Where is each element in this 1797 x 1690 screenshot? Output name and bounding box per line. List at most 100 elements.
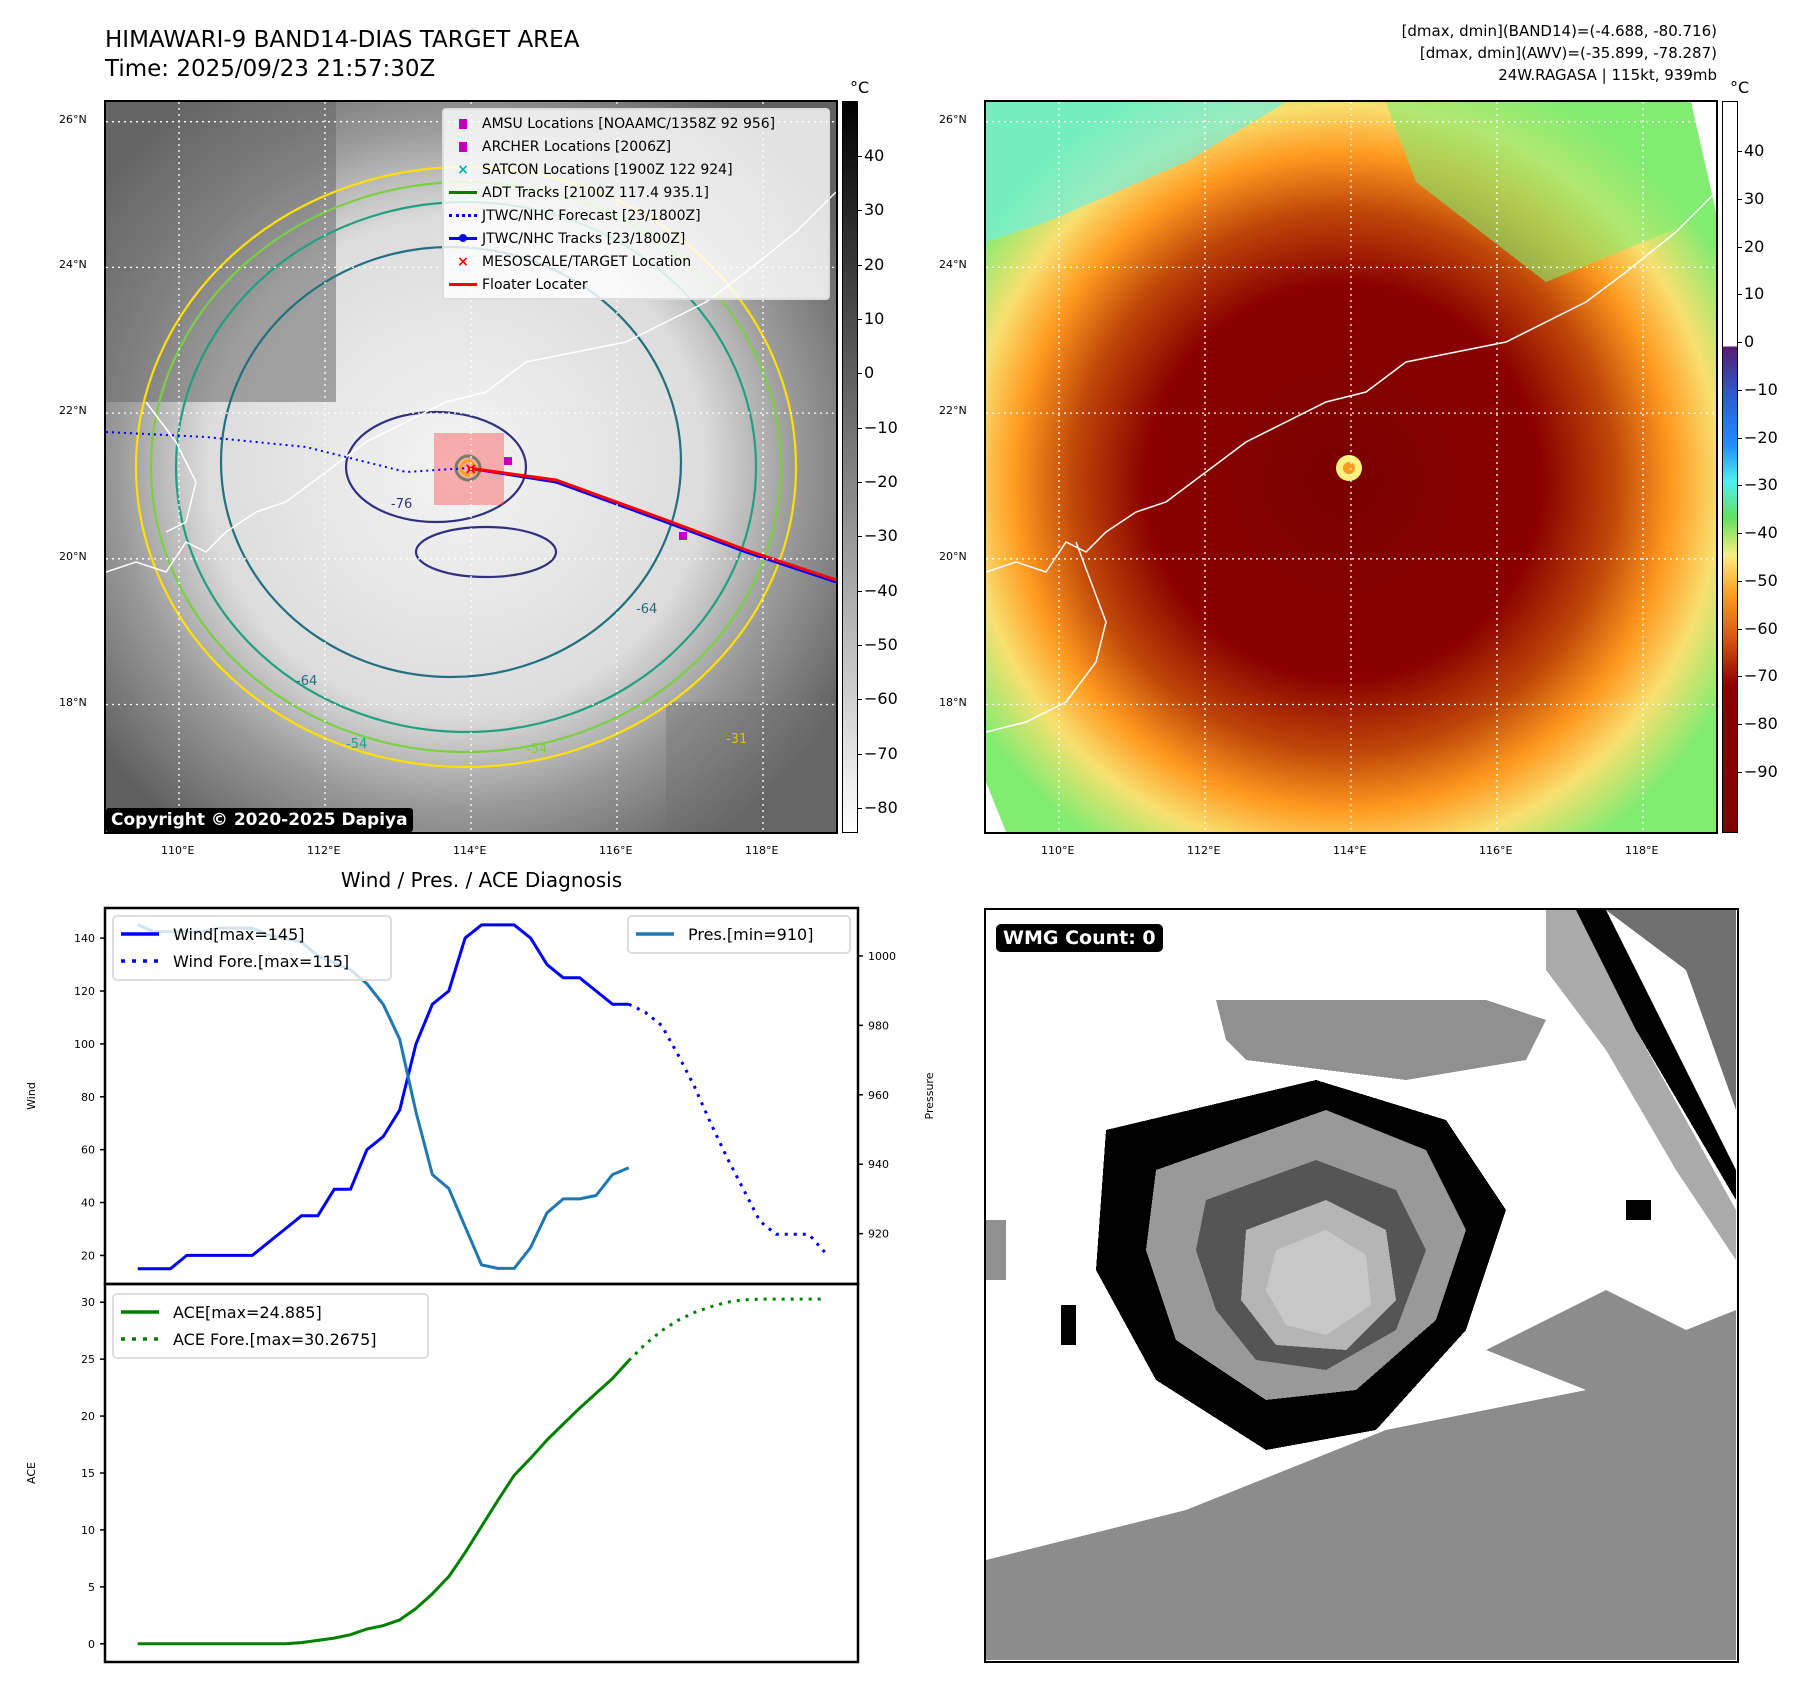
lon-tick-label: 110°E [1041, 844, 1075, 857]
y-tick-label: 25 [81, 1353, 95, 1366]
colorbar-tick-label: −90 [1744, 761, 1778, 781]
wind-pressure-svg: 20 40 60 80 100 120 140 920 940 960 980 1000 Pressur… [25, 906, 936, 1286]
ace-svg: 0 5 10 15 20 25 30 ACE ACE[max=24.885] ACE Fore.[… [25, 1282, 860, 1664]
colorbar-tick-label: −20 [1744, 427, 1778, 447]
series-line-ace [137, 1359, 630, 1646]
y-tick-label: 15 [81, 1467, 95, 1480]
y2-axis-label: Pressure [923, 1072, 936, 1119]
colorbar-tick-label: 40 [864, 145, 885, 165]
colorbar-tick-label: −30 [1744, 475, 1778, 495]
lon-tick-label: 116°E [1479, 844, 1513, 857]
legend-item: ADT Tracks [2100Z 117.4 935.1] [444, 181, 828, 204]
legend-label: Floater Locater [482, 276, 588, 293]
colorbar-tick-label: 20 [864, 254, 885, 274]
colorbar-tick-label: −20 [864, 471, 898, 491]
wmg-panel[interactable]: WMG Count: 0 [984, 908, 1739, 1663]
y-tick-label: 100 [74, 1038, 95, 1051]
contour-label: -76 [391, 497, 413, 512]
legend-label: Wind Fore.[max=115] [173, 952, 349, 971]
lon-tick-label: 110°E [161, 844, 195, 857]
colorbar-tick-label: −30 [864, 526, 898, 546]
lon-tick-label: 112°E [1187, 844, 1221, 857]
colorbar-unit: °C [850, 78, 870, 97]
legend-line-icon [444, 283, 482, 286]
colorbar-tick-label: −80 [864, 798, 898, 817]
colorbar-tick [858, 427, 862, 429]
colorbar-tick-label: −10 [1744, 379, 1778, 399]
colorbar-tick [1738, 342, 1742, 344]
y-tick-label: 20 [81, 1249, 95, 1262]
y-tick-label: 140 [74, 932, 95, 945]
y-axis-label: ACE [25, 1462, 38, 1484]
y-tick-label: 5 [88, 1581, 95, 1594]
legend-dotted-icon [444, 214, 482, 217]
lon-tick-label: 114°E [1333, 844, 1367, 857]
contour-label: -54 [526, 742, 548, 757]
lat-tick-label: 20°N [59, 549, 87, 563]
colorbar-tick [858, 699, 862, 701]
lat-tick-label: 26°N [59, 112, 87, 126]
wmg-imagery [986, 910, 1736, 1660]
ace-chart: 0 5 10 15 20 25 30 ACE ACE[max=24.885] ACE Fore.[… [25, 1282, 860, 1664]
diagnosis-title: Wind / Pres. / ACE Diagnosis [340, 868, 623, 892]
legend-square-icon [444, 141, 482, 152]
y-axis-label: Wind [25, 1082, 38, 1110]
legend-square-icon [444, 118, 482, 129]
y-tick-label: 10 [81, 1524, 95, 1537]
colorbar-tick [1738, 771, 1742, 773]
y2-tick-label: 940 [868, 1158, 889, 1171]
lat-tick-label: 26°N [939, 112, 967, 126]
colorbar-tick-label: −40 [864, 580, 898, 600]
colorbar-tick [1738, 628, 1742, 630]
legend-label: ACE[max=24.885] [173, 1303, 322, 1322]
legend-item: AMSU Locations [NOAAMC/1358Z 92 956] [444, 112, 828, 135]
legend-item: Floater Locater [444, 273, 828, 296]
contour-label: -64 [636, 602, 658, 617]
colorbar-tick-label: 10 [864, 308, 885, 328]
legend-line-dot-icon [444, 234, 482, 242]
lat-tick-label: 24°N [939, 258, 967, 272]
awv-map[interactable] [984, 100, 1718, 834]
y-tick-label: 30 [81, 1296, 95, 1309]
legend-item: × SATCON Locations [1900Z 122 924] [444, 158, 828, 181]
legend-box [112, 1293, 429, 1359]
color-colorbar [1722, 101, 1738, 833]
colorbar-tick-label: 10 [1744, 284, 1765, 304]
lat-tick-label: 24°N [59, 258, 87, 272]
colorbar-tick [858, 210, 862, 212]
y-tick-label: 0 [88, 1638, 95, 1651]
lon-tick-label: 118°E [1625, 844, 1659, 857]
contour-label: -54 [346, 737, 368, 752]
colorbar-tick [1738, 389, 1742, 391]
contour-label: -31 [726, 732, 748, 747]
lon-tick-label: 118°E [745, 844, 779, 857]
timestamp: Time: 2025/09/23 21:57:30Z [105, 56, 436, 82]
colorbar-tick-label: −70 [864, 743, 898, 763]
chart-legend: Pres.[min=910] [627, 915, 851, 954]
colorbar-tick [1738, 294, 1742, 296]
colorbar-tick-label: −80 [1744, 714, 1778, 734]
legend-item: JTWC/NHC Tracks [23/1800Z] [444, 227, 828, 250]
colorbar-tick [858, 753, 862, 755]
legend-label: ACE Fore.[max=30.2675] [173, 1330, 377, 1349]
chart-legend: ACE[max=24.885] ACE Fore.[max=30.2675] [112, 1293, 429, 1359]
colorbar-tick [858, 155, 862, 157]
contour-label: -64 [296, 674, 318, 689]
colorbar-tick-label: −50 [864, 634, 898, 654]
colorbar-tick [1738, 533, 1742, 535]
copyright-label: Copyright © 2020-2025 Dapiya [106, 808, 413, 832]
legend-label: JTWC/NHC Forecast [23/1800Z] [482, 207, 701, 224]
colorbar-tick-label: −50 [1744, 570, 1778, 590]
chart-legend: Wind[max=145] Wind Fore.[max=115] [112, 915, 392, 981]
y-tick-label: 20 [81, 1410, 95, 1423]
colorbar-tick [1738, 246, 1742, 248]
colorbar-tick-label: 0 [1744, 332, 1755, 352]
storm-info: 24W.RAGASA | 115kt, 939mb [1498, 66, 1717, 84]
band14-map[interactable]: × -76 -64 -64 -54 -54 -31 AMSU Locations… [104, 100, 838, 834]
stats-band14: [dmax, dmin](BAND14)=(-4.688, -80.716) [1401, 22, 1717, 40]
series-line-wind-fore- [628, 1002, 827, 1254]
colorbar-tick-label: −60 [864, 689, 898, 709]
legend-label: AMSU Locations [NOAAMC/1358Z 92 956] [482, 115, 776, 132]
colorbar-tick [1738, 151, 1742, 153]
lon-tick-label: 112°E [307, 844, 341, 857]
